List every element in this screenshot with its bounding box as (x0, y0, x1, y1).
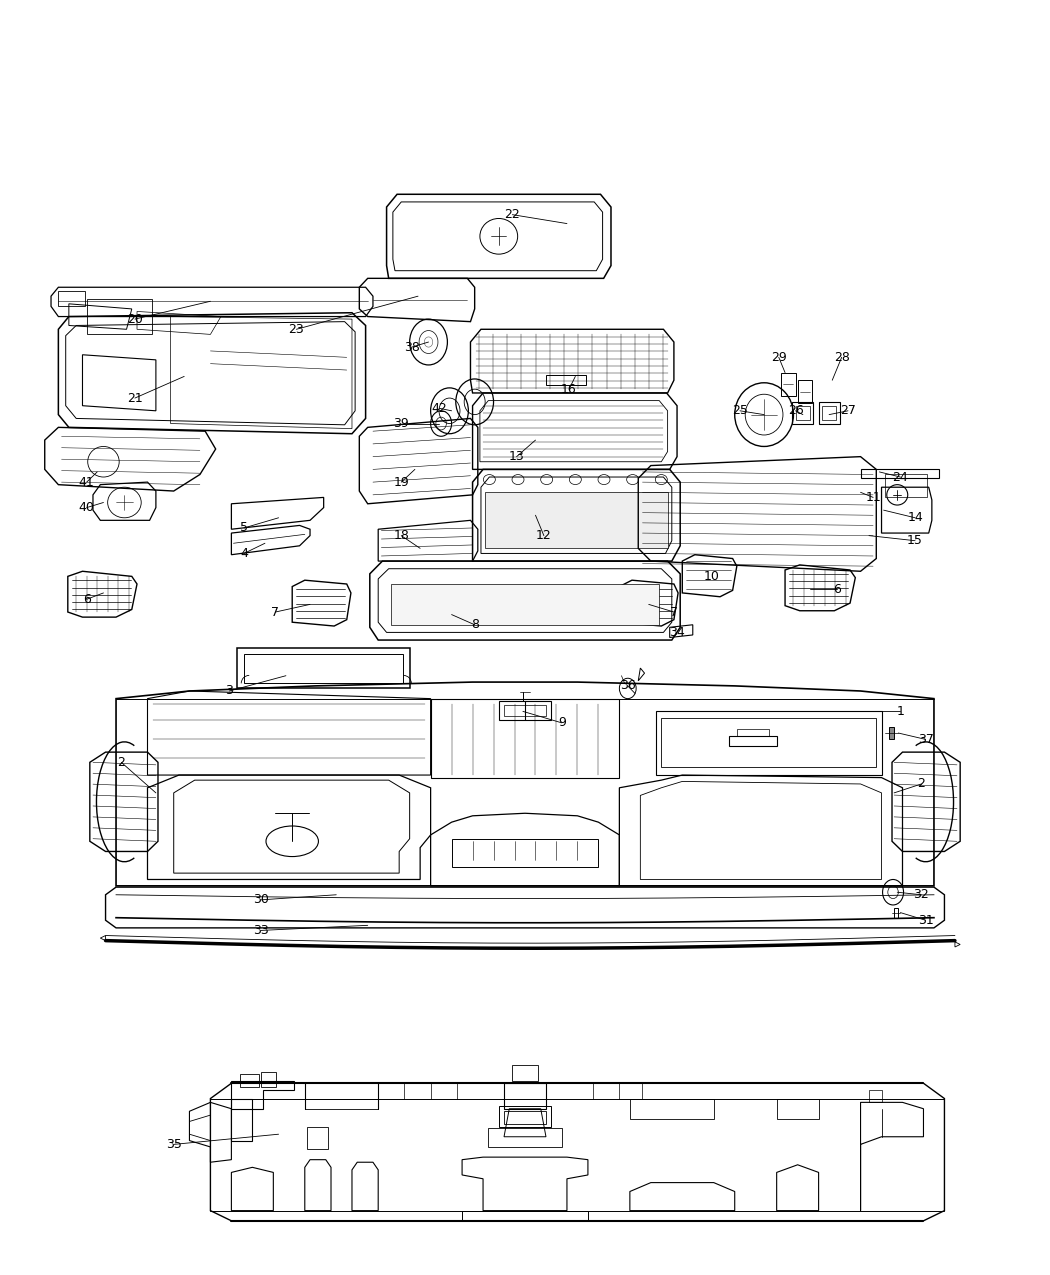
Text: 2: 2 (118, 756, 125, 769)
Text: 14: 14 (907, 511, 923, 524)
Text: 39: 39 (394, 417, 410, 430)
Text: 30: 30 (253, 894, 269, 907)
Text: 38: 38 (404, 340, 420, 353)
Text: 18: 18 (394, 529, 410, 542)
Bar (504, 1112, 546, 1125)
Text: 23: 23 (289, 323, 304, 335)
Text: 32: 32 (914, 889, 929, 901)
Text: 25: 25 (732, 404, 748, 417)
Text: 8: 8 (470, 618, 479, 631)
Polygon shape (889, 727, 895, 739)
Text: 27: 27 (840, 404, 856, 417)
Text: 26: 26 (788, 404, 803, 417)
Bar (87, 298, 151, 334)
Text: 6: 6 (83, 593, 90, 606)
Text: 5: 5 (240, 521, 248, 534)
Text: 34: 34 (669, 626, 685, 639)
Polygon shape (391, 584, 659, 625)
Text: 36: 36 (620, 680, 635, 692)
Text: 28: 28 (834, 351, 849, 363)
Text: 2: 2 (918, 778, 925, 790)
Text: 22: 22 (505, 208, 521, 221)
Text: 41: 41 (79, 476, 94, 488)
Bar (260, 1072, 276, 1088)
Text: 9: 9 (558, 717, 566, 729)
Text: 7: 7 (670, 606, 678, 618)
Text: 3: 3 (226, 685, 233, 697)
Bar (239, 1075, 258, 1088)
Text: 20: 20 (127, 312, 143, 325)
Bar (512, 1066, 538, 1081)
Polygon shape (485, 492, 668, 548)
Text: 7: 7 (272, 606, 279, 618)
Text: 15: 15 (907, 534, 923, 547)
Text: 42: 42 (432, 402, 447, 414)
Text: 21: 21 (127, 391, 143, 404)
Bar (499, 1107, 551, 1127)
Bar (546, 375, 586, 385)
Text: 1: 1 (897, 705, 904, 718)
Text: 40: 40 (79, 501, 94, 514)
Bar (885, 474, 926, 497)
Text: 11: 11 (865, 491, 881, 504)
Text: 35: 35 (166, 1137, 182, 1151)
Text: 12: 12 (536, 529, 551, 542)
Text: 6: 6 (834, 583, 841, 595)
Text: 37: 37 (918, 733, 933, 746)
Text: 31: 31 (918, 914, 933, 927)
Bar (737, 729, 770, 736)
Text: 13: 13 (509, 450, 525, 463)
Text: 10: 10 (704, 570, 719, 583)
Bar (307, 1127, 328, 1150)
Text: 24: 24 (892, 470, 908, 483)
Text: 29: 29 (771, 351, 786, 363)
Bar (869, 1090, 882, 1103)
Text: 33: 33 (253, 924, 269, 937)
Bar (488, 1128, 562, 1148)
Text: 4: 4 (240, 547, 248, 560)
Text: 16: 16 (561, 382, 576, 395)
Text: 19: 19 (394, 476, 410, 488)
